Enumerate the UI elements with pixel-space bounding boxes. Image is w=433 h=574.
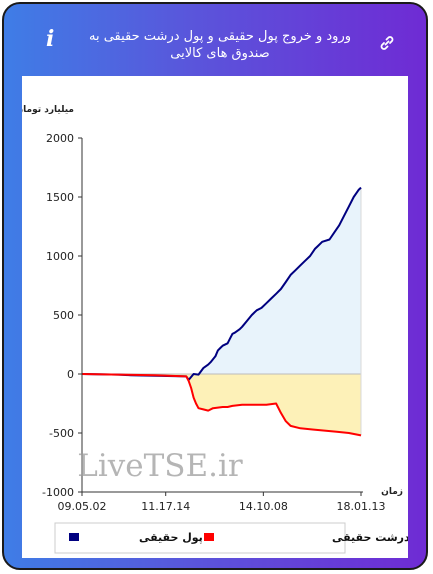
legend-label-big[interactable]: پول درشت حقیقی	[332, 531, 408, 544]
chart-header: i ورود و خروج پول حقیقی و پول درشت حقیقی…	[4, 4, 426, 74]
x-tick-label: 14.10.08	[239, 500, 288, 513]
legend-swatch-big[interactable]	[204, 533, 214, 541]
legend-label-real[interactable]: پول حقیقی	[139, 531, 203, 544]
info-icon[interactable]: i	[46, 26, 55, 52]
watermark: LiveTSE.ir	[77, 448, 243, 484]
y-axis-label: میلیارد تومان	[22, 105, 74, 115]
legend-box	[54, 522, 346, 554]
series-line-1[interactable]	[81, 373, 362, 437]
series-area-0	[82, 187, 361, 380]
series-area-1	[82, 374, 361, 436]
chart-title: ورود و خروج پول حقیقی و پول درشت حقیقی ب…	[88, 29, 351, 61]
legend-swatch-real[interactable]	[69, 533, 79, 541]
y-tick-label: -500	[49, 427, 74, 440]
chart-card: i ورود و خروج پول حقیقی و پول درشت حقیقی…	[2, 2, 428, 570]
y-tick-label: 0	[67, 368, 74, 381]
x-axis-label: زمان	[381, 487, 403, 497]
link-icon[interactable]	[378, 34, 396, 52]
x-tick-label: 11.17.14	[141, 500, 190, 513]
y-tick-label: 500	[53, 309, 74, 322]
series-line-0[interactable]	[81, 186, 362, 381]
chart-panel: 2000 1500 1000 500 0 -500 -1000 09.05.02 11.17.1…	[22, 76, 408, 558]
y-tick-label: -1000	[42, 486, 74, 499]
x-tick-label: 18.01.13	[337, 500, 386, 513]
x-tick-label: 09.05.02	[58, 500, 107, 513]
y-tick-label: 1000	[46, 250, 74, 263]
y-tick-label: 1500	[46, 191, 74, 204]
y-tick-label: 2000	[46, 132, 74, 145]
legend: پول حقیقی پول درشت حقیقی	[54, 522, 408, 554]
